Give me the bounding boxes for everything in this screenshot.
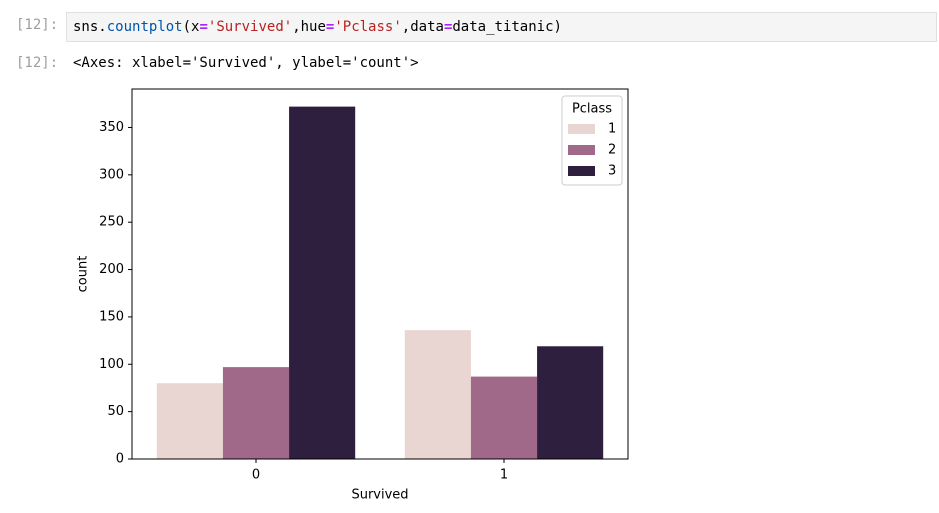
y-tick-label: 350 — [99, 120, 124, 135]
code-token: 'Pclass' — [334, 19, 402, 35]
legend-swatch — [568, 124, 595, 134]
y-tick-label: 300 — [99, 167, 124, 182]
x-axis-label: Survived — [351, 488, 408, 503]
x-tick-label: 1 — [500, 468, 508, 483]
y-tick-label: 0 — [116, 452, 124, 467]
y-tick-label: 100 — [99, 357, 124, 372]
legend-box — [561, 95, 623, 186]
code-token: data_titanic) — [452, 19, 562, 35]
bar — [537, 346, 604, 459]
bar — [470, 376, 538, 459]
y-tick-label: 200 — [99, 262, 124, 277]
code-token: = — [443, 19, 453, 35]
code-token: ,data — [401, 19, 444, 35]
legend-label: 1 — [608, 122, 616, 137]
code-token: ,hue — [292, 19, 326, 35]
y-tick-label: 150 — [99, 309, 124, 324]
code-token: countplot — [106, 19, 183, 35]
code-token: sns — [73, 19, 99, 35]
y-tick-label: 250 — [99, 215, 124, 230]
output-text: <Axes: xlabel='Survived', ylabel='count'… — [73, 55, 419, 71]
legend-swatch — [568, 145, 595, 155]
bar — [222, 367, 290, 459]
output-prompt: [12]: — [16, 55, 59, 71]
bar — [404, 330, 471, 459]
bar — [289, 106, 356, 459]
code-token: 'Survived' — [207, 19, 293, 35]
x-tick-label: 0 — [252, 468, 260, 483]
code-cell[interactable]: sns.countplot(x='Survived',hue='Pclass',… — [66, 12, 937, 42]
code-token: = — [199, 19, 208, 35]
bar — [156, 383, 223, 459]
code-token: = — [325, 19, 335, 35]
axes-frame — [131, 88, 629, 460]
y-axis-label: count — [76, 256, 91, 293]
legend-label: 2 — [608, 143, 616, 158]
code-token: . — [98, 19, 107, 35]
legend-title: Pclass — [572, 102, 612, 117]
legend-swatch — [568, 166, 595, 176]
input-prompt: [12]: — [16, 17, 59, 33]
code-token: (x — [182, 19, 200, 35]
y-tick-label: 50 — [107, 404, 124, 419]
legend-label: 3 — [608, 164, 616, 179]
